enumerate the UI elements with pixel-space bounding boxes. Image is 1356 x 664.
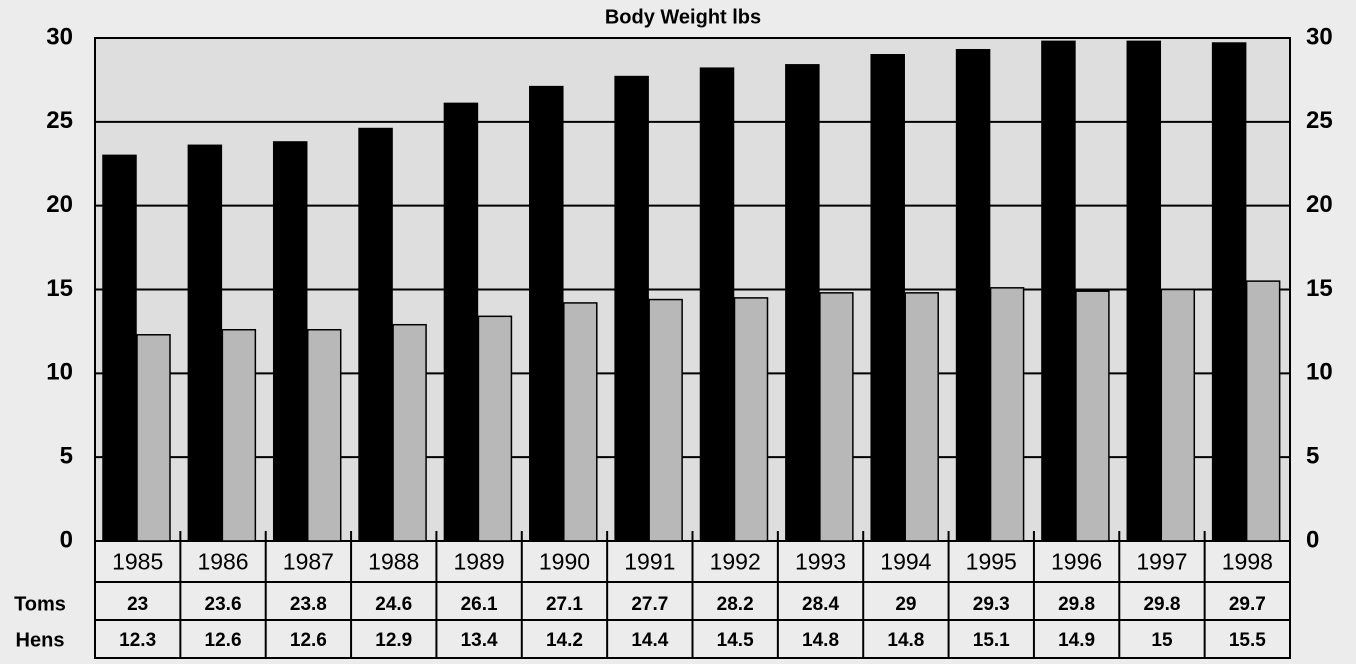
y2-tick-label: 25 — [1306, 107, 1333, 134]
table-value: 27.1 — [546, 594, 583, 615]
table-value: 14.5 — [717, 630, 754, 651]
table-value: 13.4 — [461, 630, 498, 651]
x-tick-label: 1991 — [624, 549, 675, 575]
table-value: 28.2 — [717, 594, 754, 615]
table-value: 14.2 — [546, 630, 583, 651]
table-value: 14.9 — [1058, 630, 1095, 651]
bar — [187, 144, 223, 542]
y-tick-label: 25 — [46, 107, 73, 134]
table-value: 15.1 — [973, 630, 1010, 651]
bar — [955, 48, 991, 542]
table-value: 14.8 — [887, 630, 924, 651]
table-value: 28.4 — [802, 594, 839, 615]
table-value: 29.3 — [973, 594, 1010, 615]
table-value: 27.7 — [631, 594, 668, 615]
table-value: 24.6 — [375, 594, 412, 615]
table-value: 29 — [895, 594, 916, 615]
table-value: 29.8 — [1143, 594, 1180, 615]
table-value: 23.8 — [290, 594, 327, 615]
bar — [221, 328, 257, 542]
table-value: 12.6 — [290, 630, 327, 651]
bar — [358, 127, 393, 542]
y2-tick-label: 20 — [1306, 191, 1333, 218]
bar — [904, 292, 939, 542]
x-tick-label: 1998 — [1222, 549, 1273, 575]
bar — [1075, 290, 1110, 542]
x-tick-label: 1987 — [283, 549, 334, 575]
bar — [1160, 288, 1196, 542]
bar — [614, 75, 649, 542]
bar — [306, 328, 342, 542]
x-tick-label: 1986 — [197, 549, 248, 575]
chart-title: Body Weight lbs — [605, 6, 761, 28]
y-tick-label: 30 — [46, 23, 73, 50]
bar — [1041, 40, 1076, 542]
y2-tick-label: 0 — [1306, 526, 1319, 553]
x-tick-label: 1994 — [880, 549, 931, 575]
bar — [102, 154, 137, 542]
bar — [699, 67, 735, 542]
x-tick-label: 1995 — [966, 549, 1017, 575]
bar — [1126, 40, 1162, 542]
bar — [1211, 42, 1247, 542]
y-tick-label: 5 — [60, 443, 73, 470]
bar — [563, 302, 598, 542]
bar — [989, 287, 1025, 542]
x-tick-label: 1990 — [539, 549, 590, 575]
x-tick-label: 1997 — [1136, 549, 1187, 575]
table-value: 26.1 — [461, 594, 498, 615]
bar — [1245, 280, 1281, 542]
table-value: 14.4 — [631, 630, 668, 651]
bar — [392, 323, 427, 542]
x-tick-label: 1988 — [368, 549, 419, 575]
bar — [477, 315, 513, 542]
y-tick-label: 0 — [60, 526, 73, 553]
y-tick-label: 20 — [46, 191, 73, 218]
bar — [819, 292, 854, 542]
table-value: 14.8 — [802, 630, 839, 651]
bar — [648, 298, 683, 542]
table-value: 15.5 — [1229, 630, 1266, 651]
y2-tick-label: 15 — [1306, 275, 1333, 302]
y2-tick-label: 10 — [1306, 359, 1333, 386]
table-value: 12.3 — [119, 630, 156, 651]
y-tick-label: 10 — [46, 359, 73, 386]
bar — [272, 141, 308, 542]
x-tick-label: 1985 — [112, 549, 163, 575]
x-tick-label: 1989 — [454, 549, 505, 575]
table-value: 23 — [127, 594, 148, 615]
y2-tick-label: 5 — [1306, 443, 1319, 470]
x-tick-label: 1996 — [1051, 549, 1102, 575]
y2-tick-label: 30 — [1306, 23, 1333, 50]
row-label: Hens — [16, 629, 65, 651]
y-tick-label: 15 — [46, 275, 73, 302]
table-value: 29.8 — [1058, 594, 1095, 615]
table-value: 15 — [1151, 630, 1173, 651]
x-tick-label: 1993 — [795, 549, 846, 575]
table-value: 12.6 — [205, 630, 242, 651]
table-value: 23.6 — [205, 594, 242, 615]
bar — [870, 54, 905, 542]
table-value: 12.9 — [375, 630, 412, 651]
row-label: Toms — [14, 593, 66, 615]
x-tick-label: 1992 — [710, 549, 761, 575]
bar — [733, 297, 769, 542]
bar — [443, 102, 479, 542]
bar — [529, 85, 564, 542]
bar — [785, 64, 820, 542]
bar — [136, 334, 171, 542]
table-value: 29.7 — [1229, 594, 1266, 615]
